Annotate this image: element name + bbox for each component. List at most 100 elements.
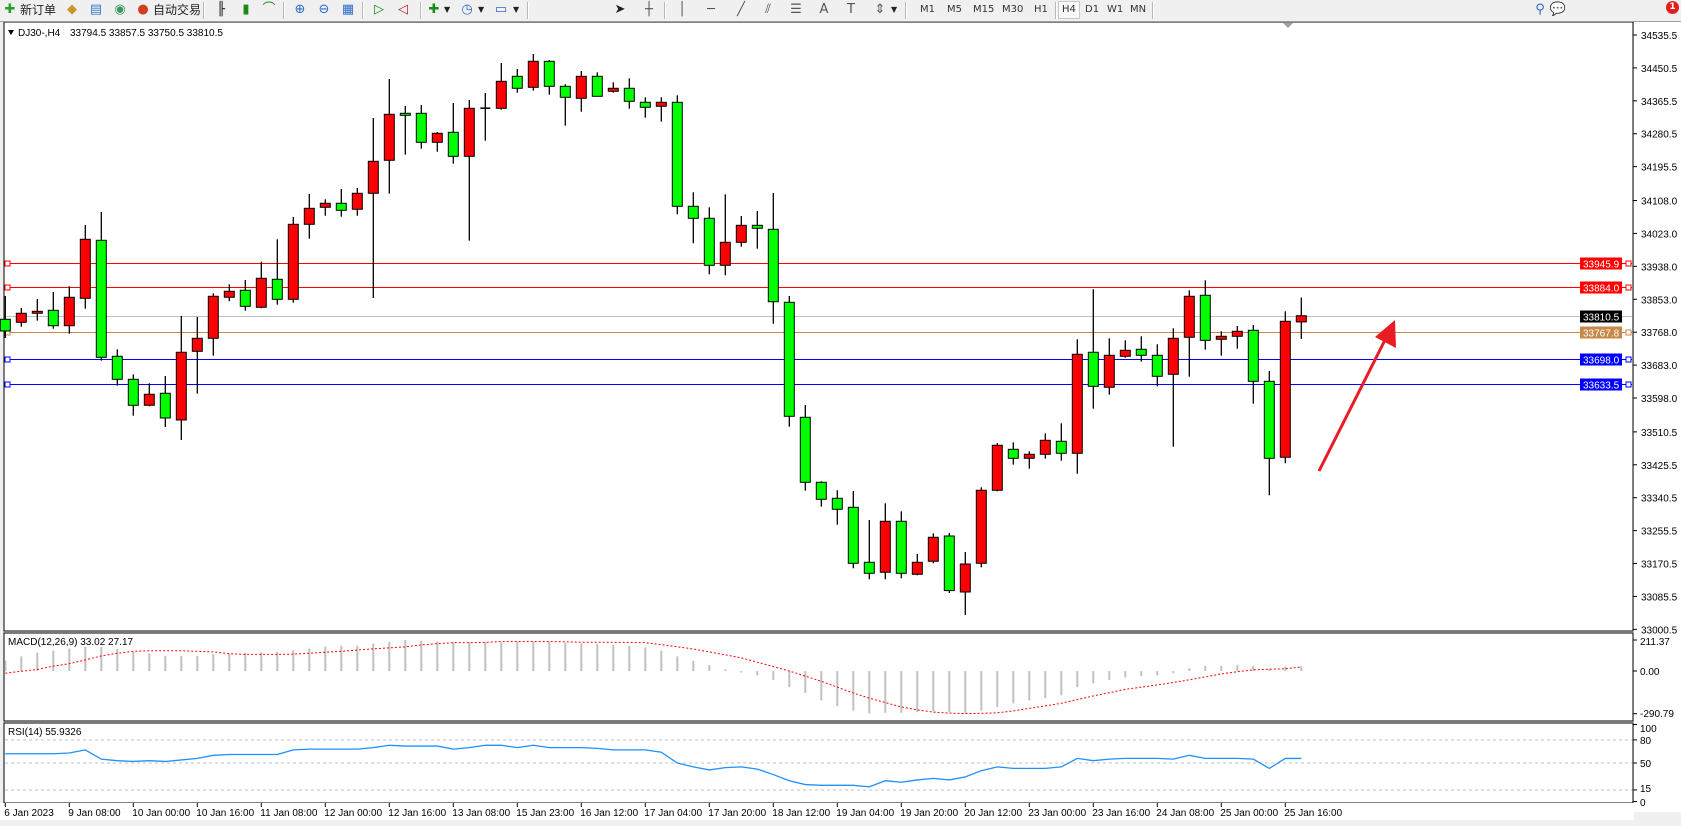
candle bbox=[1151, 344, 1163, 387]
line-anchor-handle bbox=[4, 260, 11, 267]
candle-body bbox=[47, 309, 59, 327]
market-watch-icon[interactable]: ◆ bbox=[67, 2, 77, 17]
candle-body bbox=[207, 295, 219, 339]
navigator-icon[interactable]: ▤ bbox=[89, 2, 103, 17]
candle-body bbox=[1039, 439, 1051, 455]
macd-panel[interactable] bbox=[3, 632, 1634, 722]
candle-body bbox=[607, 87, 619, 92]
time-label: 20 Jan 12:00 bbox=[964, 808, 1022, 819]
price-tick-label: 33598.0 bbox=[1641, 394, 1678, 405]
candle bbox=[1247, 324, 1259, 404]
candle-body bbox=[767, 228, 779, 303]
candle-body bbox=[991, 444, 1003, 491]
timeframe-m5[interactable]: M5 bbox=[947, 4, 962, 15]
timeframe-h4[interactable]: H4 bbox=[1058, 1, 1080, 19]
macd-tick-label: 0.00 bbox=[1640, 667, 1660, 678]
chart-shift-marker[interactable] bbox=[1283, 23, 1293, 28]
price-tick-label: 34195.5 bbox=[1641, 163, 1678, 174]
candle bbox=[959, 551, 971, 615]
candle-body bbox=[383, 113, 395, 161]
auto-scroll-icon[interactable]: ▷ bbox=[374, 2, 384, 17]
macd-signal-line bbox=[5, 641, 1302, 715]
chat-notifications-icon[interactable]: 💬 bbox=[1549, 2, 1567, 17]
chevron-down-icon[interactable]: ▼ bbox=[444, 5, 451, 14]
timeframe-m30[interactable]: M30 bbox=[1002, 4, 1024, 15]
candle bbox=[191, 316, 203, 394]
time-label: 10 Jan 00:00 bbox=[132, 808, 190, 819]
candle bbox=[895, 511, 907, 579]
candle-body bbox=[495, 80, 507, 109]
timeframe-d1[interactable]: D1 bbox=[1085, 4, 1100, 15]
candle-body bbox=[927, 536, 939, 562]
candle bbox=[1135, 336, 1147, 362]
fibonacci-icon[interactable]: ☰ bbox=[790, 2, 802, 17]
rsi-tick-label: 15 bbox=[1640, 784, 1652, 795]
candle-body bbox=[0, 318, 11, 332]
notification-badge[interactable]: 1 bbox=[1666, 1, 1679, 14]
time-label: 17 Jan 04:00 bbox=[644, 808, 702, 819]
macd-tick-label: 211.37 bbox=[1640, 637, 1670, 648]
auto-trading-icon[interactable]: ● bbox=[137, 2, 149, 17]
search-icon[interactable]: ⚲ bbox=[1535, 2, 1545, 17]
price-tick-label: 33510.5 bbox=[1641, 428, 1678, 439]
candle-body bbox=[447, 131, 459, 157]
signals-icon[interactable]: ◉ bbox=[114, 2, 126, 17]
price-tick-label: 34450.5 bbox=[1641, 64, 1678, 75]
cursor-icon[interactable]: ➤ bbox=[614, 2, 626, 17]
zoom-out-icon[interactable]: ⊖ bbox=[318, 2, 330, 17]
candle-body bbox=[111, 355, 123, 380]
price-tick-label: 33085.5 bbox=[1641, 592, 1678, 603]
timeframe-m15[interactable]: M15 bbox=[973, 4, 995, 15]
timeframe-m1[interactable]: M1 bbox=[920, 4, 935, 15]
horizontal-line-icon[interactable]: ─ bbox=[707, 2, 715, 17]
candle-body bbox=[799, 416, 811, 483]
text-icon[interactable]: A bbox=[819, 2, 829, 17]
arrows-icon[interactable]: ⇕ bbox=[874, 2, 886, 17]
channel-icon[interactable]: ⫽ bbox=[765, 2, 771, 17]
candle bbox=[943, 532, 955, 593]
periods-clock-icon[interactable]: ◷ bbox=[461, 2, 473, 17]
candle bbox=[927, 533, 939, 564]
tile-windows-icon[interactable]: ▦ bbox=[341, 2, 355, 17]
candle-body bbox=[975, 489, 987, 564]
candle-body bbox=[367, 160, 379, 194]
chevron-down-icon[interactable]: ▼ bbox=[513, 5, 520, 14]
vertical-line-icon[interactable]: │ bbox=[678, 2, 686, 17]
candle bbox=[575, 71, 587, 112]
price-line-label: 33767.8 bbox=[1583, 329, 1620, 340]
time-label: 16 Jan 12:00 bbox=[580, 808, 638, 819]
new-order-icon[interactable]: ✚ bbox=[4, 2, 16, 17]
candle bbox=[15, 307, 27, 327]
candle bbox=[399, 106, 411, 155]
rsi-panel[interactable] bbox=[3, 722, 1634, 804]
candle bbox=[480, 93, 491, 141]
candle bbox=[1231, 325, 1243, 349]
templates-icon[interactable]: ▭ bbox=[494, 2, 508, 17]
candlestick-chart-icon[interactable]: ▮ bbox=[242, 2, 250, 17]
crosshair-icon[interactable]: ┼ bbox=[645, 2, 653, 17]
zoom-in-icon[interactable]: ⊕ bbox=[294, 2, 306, 17]
trendline-icon[interactable]: ╱ bbox=[737, 2, 745, 17]
line-anchor-handle bbox=[4, 356, 11, 363]
timeframe-w1[interactable]: W1 bbox=[1107, 4, 1124, 15]
bar-chart-icon[interactable]: ╟ bbox=[217, 2, 225, 17]
timeframe-mn[interactable]: MN bbox=[1130, 4, 1147, 15]
chevron-down-icon[interactable]: ▼ bbox=[891, 5, 898, 14]
candle bbox=[815, 481, 827, 507]
chevron-down-icon[interactable]: ▼ bbox=[478, 5, 485, 14]
chart-menu-triangle-icon[interactable] bbox=[8, 30, 14, 35]
auto-trading-button[interactable]: 自动交易 bbox=[153, 3, 202, 17]
line-chart-icon[interactable]: ⌒ bbox=[262, 2, 276, 17]
time-label: 25 Jan 00:00 bbox=[1220, 808, 1278, 819]
candle-body bbox=[623, 87, 635, 102]
indicators-icon[interactable]: ✚ bbox=[428, 2, 440, 17]
chart-shift-icon[interactable]: ◁ bbox=[398, 2, 408, 17]
candle bbox=[591, 72, 603, 97]
timeframe-h1[interactable]: H1 bbox=[1034, 4, 1048, 15]
candle-body bbox=[831, 497, 843, 510]
main-chart-area[interactable] bbox=[3, 21, 1634, 632]
time-label: 23 Jan 16:00 bbox=[1092, 808, 1150, 819]
label-icon[interactable]: T bbox=[847, 2, 855, 17]
new-order-button[interactable]: 新订单 bbox=[20, 3, 57, 17]
